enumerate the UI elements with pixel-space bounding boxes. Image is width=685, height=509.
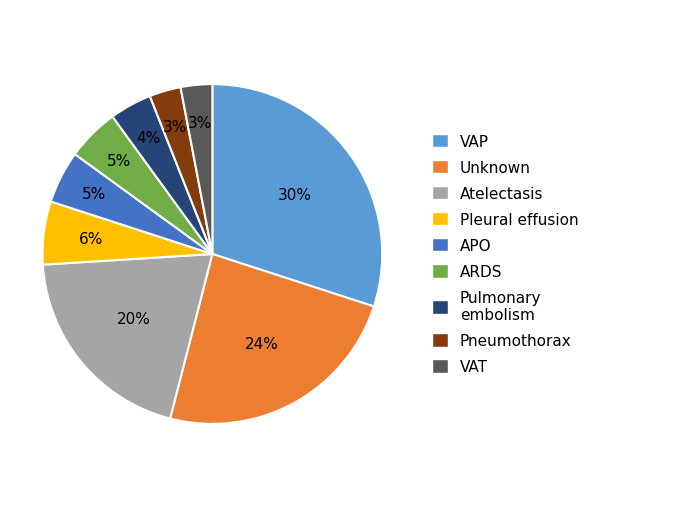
Text: 20%: 20% (117, 312, 151, 327)
Text: 3%: 3% (163, 120, 188, 135)
Wedge shape (150, 88, 212, 254)
Text: 5%: 5% (82, 187, 106, 202)
Wedge shape (181, 85, 212, 254)
Wedge shape (75, 118, 212, 255)
Text: 5%: 5% (107, 154, 131, 168)
Text: 30%: 30% (278, 187, 312, 202)
Text: 24%: 24% (245, 336, 278, 351)
Wedge shape (42, 254, 212, 419)
Legend: VAP, Unknown, Atelectasis, Pleural effusion, APO, ARDS, Pulmonary
embolism, Pneu: VAP, Unknown, Atelectasis, Pleural effus… (432, 134, 578, 375)
Wedge shape (42, 202, 212, 265)
Text: 6%: 6% (79, 232, 103, 247)
Wedge shape (170, 254, 374, 424)
Text: 3%: 3% (188, 116, 212, 130)
Wedge shape (51, 155, 212, 254)
Wedge shape (112, 97, 212, 254)
Text: 4%: 4% (136, 131, 161, 146)
Wedge shape (212, 85, 382, 307)
